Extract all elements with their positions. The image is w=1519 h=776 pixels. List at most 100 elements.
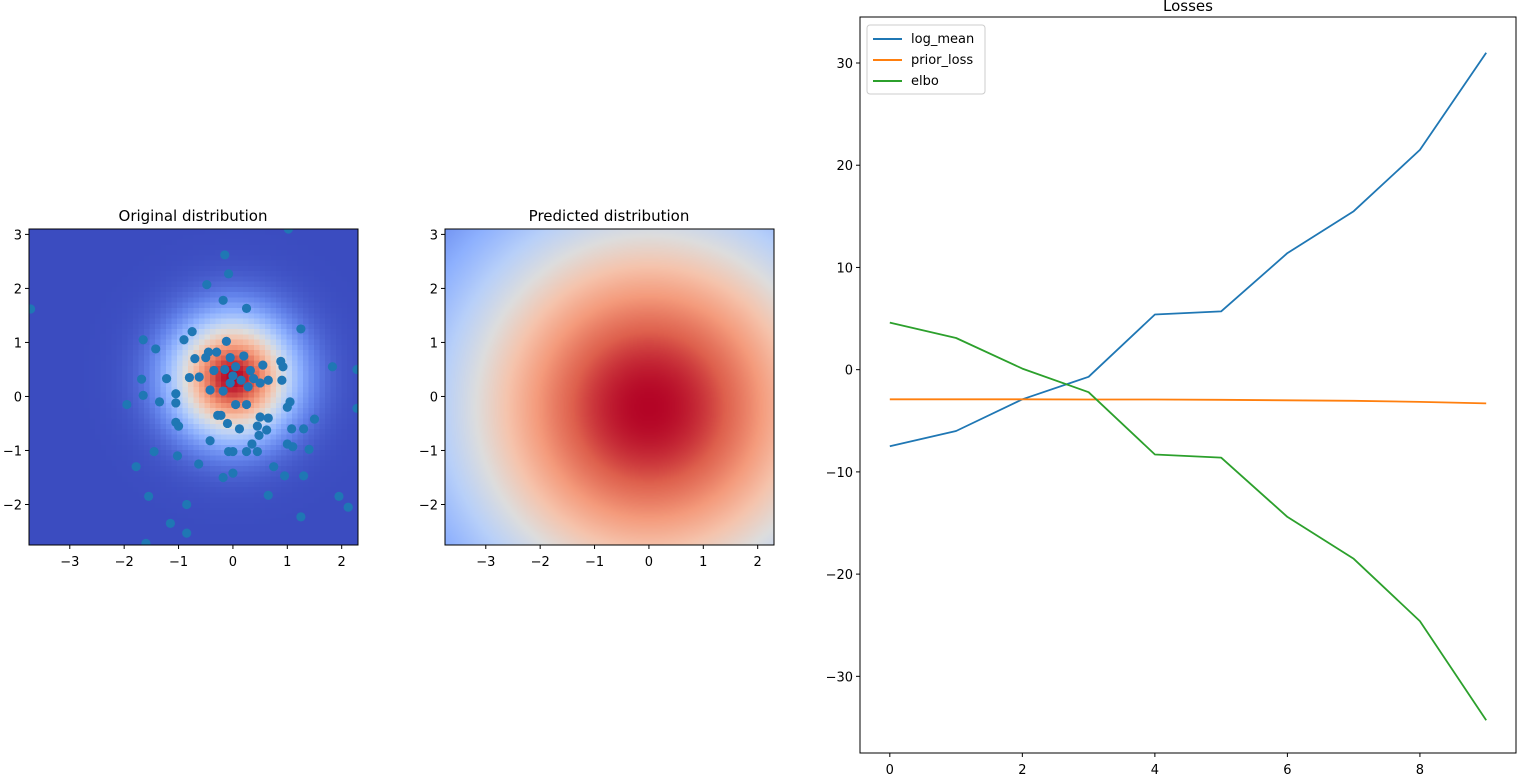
- original-x-tick-label: 0: [229, 555, 237, 570]
- scatter-point: [241, 303, 252, 314]
- losses-x-tick-label: 8: [1416, 763, 1424, 776]
- scatter-point: [161, 374, 172, 384]
- scatter-point: [241, 399, 252, 410]
- predicted-x-axis: −3 −2 −1 0 1 2: [476, 545, 762, 570]
- predicted-title: Predicted distribution: [529, 207, 690, 225]
- scatter-point: [190, 354, 200, 364]
- scatter-point: [258, 360, 268, 370]
- scatter-point: [194, 459, 204, 469]
- losses-lines: [889, 52, 1487, 721]
- scatter-point: [182, 499, 192, 510]
- scatter-point: [228, 468, 238, 478]
- scatter-point: [299, 424, 309, 434]
- losses-x-tick-label: 4: [1151, 763, 1159, 776]
- scatter-point: [171, 389, 181, 399]
- original-y-tick-label: 3: [14, 228, 22, 243]
- predicted-x-tick-label: −2: [531, 555, 550, 570]
- scatter-point: [343, 502, 353, 512]
- predicted-y-tick-label: 2: [430, 282, 438, 297]
- losses-y-tick-label: 20: [836, 159, 853, 174]
- scatter-point: [248, 374, 259, 384]
- predicted-x-tick-label: −1: [585, 555, 604, 570]
- losses-title: Losses: [1163, 0, 1213, 15]
- scatter-point: [209, 365, 219, 376]
- legend-label-elbo: elbo: [911, 74, 939, 89]
- scatter-point: [247, 439, 257, 449]
- scatter-point: [228, 446, 238, 457]
- scatter-point: [263, 375, 273, 385]
- losses-y-tick-label: −30: [826, 670, 853, 685]
- predicted-y-axis: −2 −1 0 1 2 3: [419, 228, 445, 513]
- losses-x-tick-label: 0: [886, 763, 894, 776]
- scatter-point: [173, 421, 184, 431]
- losses-y-tick-label: 30: [836, 57, 853, 72]
- series-line-elbo: [889, 321, 1487, 721]
- original-y-tick-label: −2: [3, 498, 22, 513]
- scatter-point: [194, 372, 204, 382]
- original-scatter: [29, 229, 358, 545]
- losses-x-axis: 0 2 4 6 8: [886, 753, 1424, 776]
- scatter-point: [149, 446, 159, 457]
- predicted-y-tick-label: 1: [430, 336, 438, 351]
- original-x-axis: −3 −2 −1 0 1 2: [60, 545, 346, 570]
- scatter-point: [151, 344, 161, 354]
- scatter-point: [221, 336, 231, 346]
- scatter-point: [202, 280, 212, 290]
- scatter-point: [29, 304, 36, 314]
- original-x-tick-label: 2: [338, 555, 346, 570]
- scatter-point: [243, 382, 253, 392]
- scatter-point: [252, 421, 262, 431]
- scatter-point: [236, 375, 246, 385]
- scatter-point: [263, 490, 273, 500]
- predicted-x-tick-label: −3: [476, 555, 495, 570]
- scatter-point: [245, 365, 255, 376]
- losses-x-tick-label: 6: [1283, 763, 1291, 776]
- scatter-point: [131, 462, 141, 472]
- scatter-point: [304, 444, 314, 454]
- original-heatmap: [29, 229, 358, 545]
- panel-predicted: Predicted distribution −3 −2 −1 0 1 2 −2 −1 0 1 2…: [419, 207, 775, 570]
- scatter-point: [171, 398, 181, 408]
- scatter-point: [222, 418, 233, 429]
- scatter-point: [287, 424, 297, 434]
- losses-frame: [859, 16, 1517, 754]
- legend-label-log-mean: log_mean: [911, 32, 974, 47]
- losses-x-tick-label: 2: [1018, 763, 1026, 776]
- scatter-point: [283, 229, 293, 234]
- losses-y-tick-label: −20: [826, 568, 853, 583]
- predicted-x-tick-label: 1: [699, 555, 707, 570]
- scatter-point: [234, 424, 245, 434]
- original-frame: [28, 228, 359, 546]
- original-x-tick-label: −1: [169, 555, 188, 570]
- scatter-point: [179, 335, 189, 345]
- scatter-point: [279, 471, 290, 481]
- scatter-point: [231, 399, 241, 410]
- scatter-point: [154, 397, 165, 407]
- original-y-axis: −2 −1 0 1 2 3: [3, 228, 29, 513]
- scatter-point: [218, 295, 228, 305]
- scatter-point: [288, 442, 298, 452]
- scatter-point: [228, 371, 238, 381]
- original-x-tick-label: −2: [115, 555, 134, 570]
- scatter-point: [225, 378, 235, 388]
- scatter-point: [165, 518, 175, 528]
- scatter-point: [172, 451, 183, 461]
- legend-box: [866, 24, 986, 95]
- scatter-point: [136, 374, 147, 384]
- scatter-point: [138, 335, 148, 345]
- scatter-point: [241, 446, 252, 457]
- original-x-tick-label: 1: [283, 555, 291, 570]
- scatter-point: [141, 538, 151, 545]
- scatter-point: [216, 410, 226, 420]
- scatter-point: [223, 269, 234, 279]
- original-y-tick-label: 1: [14, 336, 22, 351]
- scatter-point: [309, 414, 320, 424]
- scatter-point: [184, 372, 195, 383]
- scatter-point: [296, 324, 306, 334]
- scatter-point: [239, 351, 249, 361]
- scatter-point: [269, 462, 279, 472]
- legend-label-prior-loss: prior_loss: [911, 53, 973, 68]
- scatter-point: [218, 472, 228, 483]
- scatter-point: [201, 352, 211, 363]
